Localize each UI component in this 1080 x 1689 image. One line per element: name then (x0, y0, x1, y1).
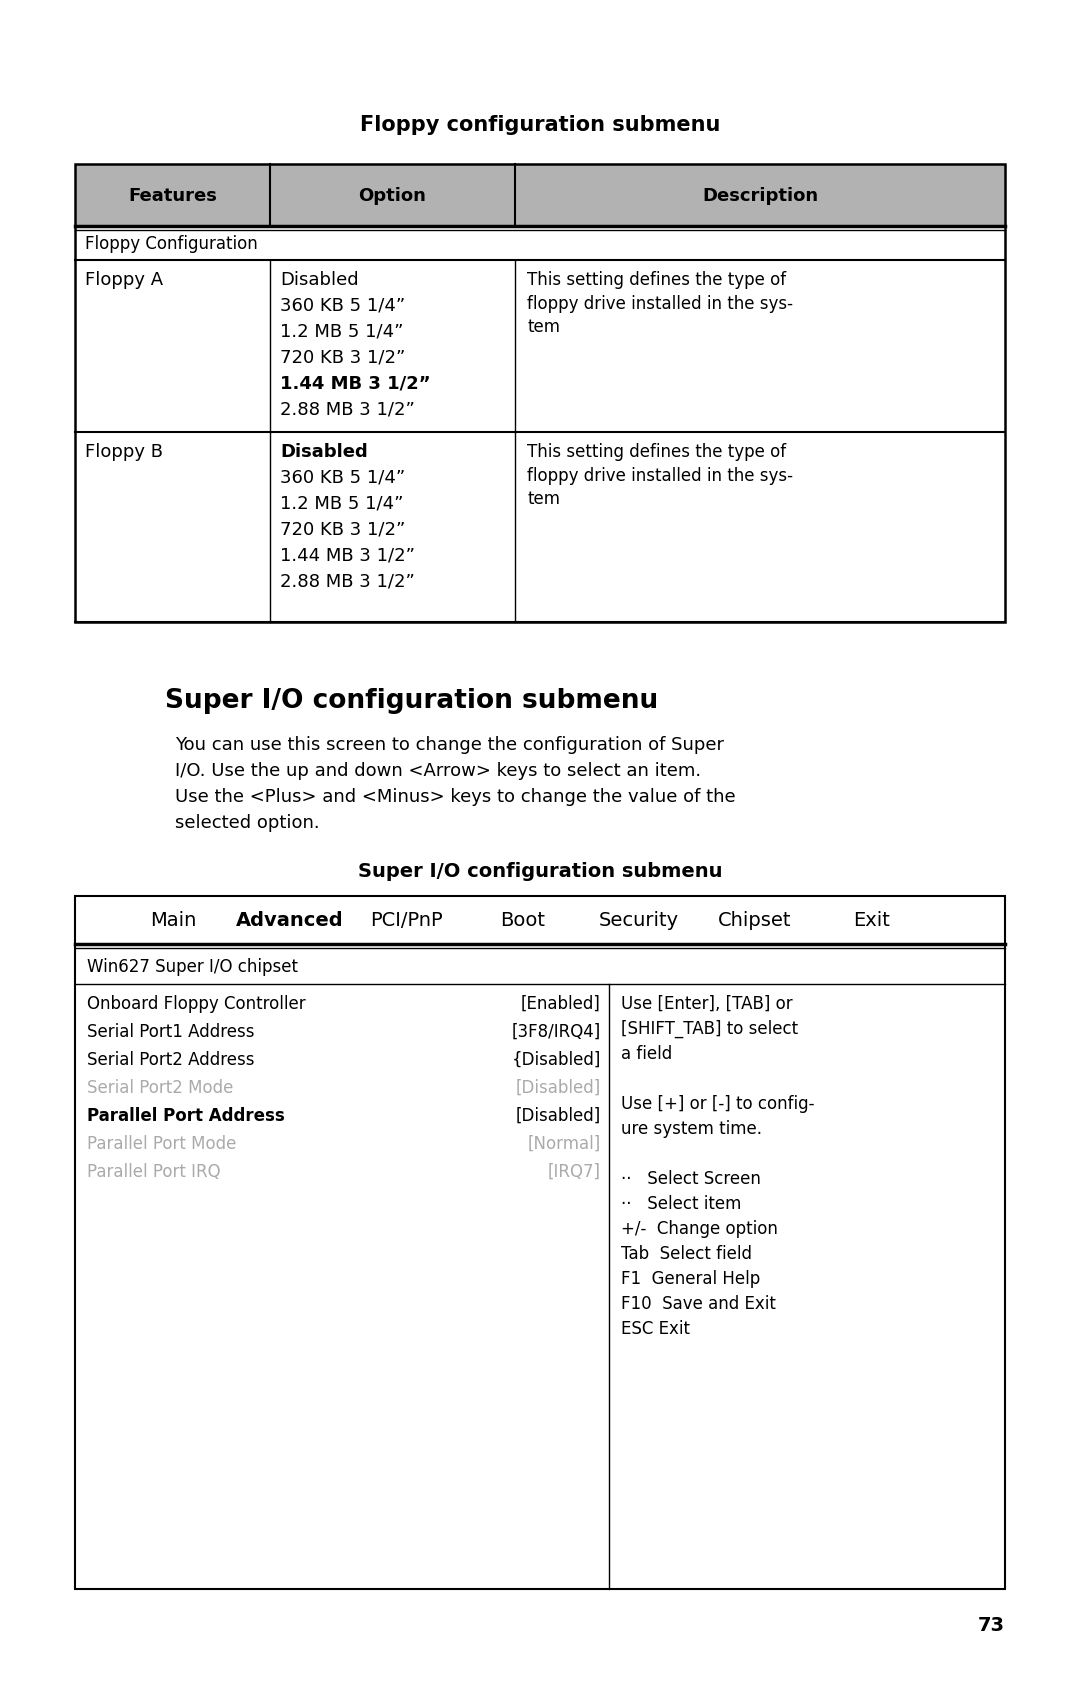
Text: Win627 Super I/O chipset: Win627 Super I/O chipset (87, 958, 298, 976)
Text: 73: 73 (978, 1615, 1005, 1633)
Text: Parallel Port Mode: Parallel Port Mode (87, 1135, 237, 1152)
Text: Exit: Exit (853, 910, 890, 931)
Text: 1.2 MB 5 1/4”: 1.2 MB 5 1/4” (280, 323, 404, 341)
Text: Advanced: Advanced (237, 910, 343, 931)
Text: 1.2 MB 5 1/4”: 1.2 MB 5 1/4” (280, 495, 404, 513)
Bar (75, 897, 1005, 1589)
Text: 360 KB 5 1/4”: 360 KB 5 1/4” (280, 297, 405, 314)
Text: 2.88 MB 3 1/2”: 2.88 MB 3 1/2” (280, 400, 415, 419)
Text: Use the <Plus> and <Minus> keys to change the value of the: Use the <Plus> and <Minus> keys to chang… (175, 787, 735, 806)
Text: [IRQ7]: [IRQ7] (548, 1162, 600, 1181)
Text: Parallel Port Address: Parallel Port Address (87, 1106, 285, 1125)
Text: [SHIFT_TAB] to select: [SHIFT_TAB] to select (621, 1020, 798, 1037)
Text: Security: Security (598, 910, 679, 931)
Bar (75, 166, 1005, 623)
Text: This setting defines the type of
floppy drive installed in the sys-
tem: This setting defines the type of floppy … (527, 443, 793, 508)
Text: 2.88 MB 3 1/2”: 2.88 MB 3 1/2” (280, 573, 415, 591)
Text: Disabled: Disabled (280, 270, 359, 289)
Text: {Disabled]: {Disabled] (512, 1051, 600, 1069)
Text: [Disabled]: [Disabled] (516, 1106, 600, 1125)
Text: ure system time.: ure system time. (621, 1120, 762, 1137)
Text: Floppy configuration submenu: Floppy configuration submenu (360, 115, 720, 135)
Text: PCI/PnP: PCI/PnP (370, 910, 443, 931)
Text: ··   Select Screen: ·· Select Screen (621, 1169, 761, 1187)
Text: Option: Option (359, 187, 427, 204)
Text: 1.44 MB 3 1/2”: 1.44 MB 3 1/2” (280, 547, 415, 564)
Text: I/O. Use the up and down <Arrow> keys to select an item.: I/O. Use the up and down <Arrow> keys to… (175, 762, 701, 780)
Text: Use [+] or [-] to config-: Use [+] or [-] to config- (621, 1094, 814, 1113)
Text: You can use this screen to change the configuration of Super: You can use this screen to change the co… (175, 736, 724, 753)
Text: +/-  Change option: +/- Change option (621, 1219, 778, 1238)
Text: a field: a field (621, 1044, 672, 1062)
Text: Main: Main (150, 910, 197, 931)
Text: F10  Save and Exit: F10 Save and Exit (621, 1294, 775, 1312)
Text: [3F8/IRQ4]: [3F8/IRQ4] (512, 1022, 600, 1040)
Text: ESC Exit: ESC Exit (621, 1319, 690, 1338)
Text: ··   Select item: ·· Select item (621, 1194, 741, 1213)
Text: Features: Features (129, 187, 217, 204)
Text: 360 KB 5 1/4”: 360 KB 5 1/4” (280, 470, 405, 486)
Bar (75, 226, 1005, 260)
Text: Disabled: Disabled (280, 443, 368, 461)
Text: Chipset: Chipset (718, 910, 792, 931)
Text: Serial Port1 Address: Serial Port1 Address (87, 1022, 255, 1040)
Text: [Normal]: [Normal] (528, 1135, 600, 1152)
Text: Boot: Boot (500, 910, 545, 931)
Text: This setting defines the type of
floppy drive installed in the sys-
tem: This setting defines the type of floppy … (527, 270, 793, 336)
Text: selected option.: selected option. (175, 814, 320, 831)
Text: Floppy Configuration: Floppy Configuration (85, 235, 258, 253)
Text: Use [Enter], [TAB] or: Use [Enter], [TAB] or (621, 995, 793, 1012)
Text: [Disabled]: [Disabled] (516, 1078, 600, 1096)
Text: Parallel Port IRQ: Parallel Port IRQ (87, 1162, 220, 1181)
Bar (75, 432, 1005, 623)
Text: 720 KB 3 1/2”: 720 KB 3 1/2” (280, 520, 405, 539)
Text: Floppy A: Floppy A (85, 270, 163, 289)
Text: Description: Description (702, 187, 818, 204)
Text: Tab  Select field: Tab Select field (621, 1245, 752, 1262)
Text: Super I/O configuration submenu: Super I/O configuration submenu (165, 687, 658, 713)
Text: 1.44 MB 3 1/2”: 1.44 MB 3 1/2” (280, 375, 431, 394)
Bar (75, 260, 1005, 432)
Text: Serial Port2 Address: Serial Port2 Address (87, 1051, 255, 1069)
Text: 720 KB 3 1/2”: 720 KB 3 1/2” (280, 350, 405, 367)
Text: Super I/O configuration submenu: Super I/O configuration submenu (357, 861, 723, 880)
Text: [Enabled]: [Enabled] (522, 995, 600, 1012)
Text: Onboard Floppy Controller: Onboard Floppy Controller (87, 995, 306, 1012)
Text: Floppy B: Floppy B (85, 443, 163, 461)
Text: Serial Port2 Mode: Serial Port2 Mode (87, 1078, 233, 1096)
Text: F1  General Help: F1 General Help (621, 1268, 760, 1287)
Bar (75, 166, 1005, 226)
